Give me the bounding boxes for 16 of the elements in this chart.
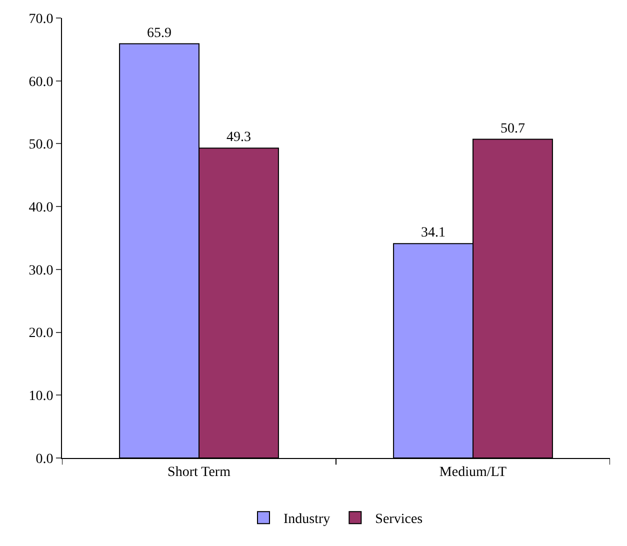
legend-label: Industry	[284, 512, 330, 528]
data-label: 50.7	[500, 121, 525, 136]
y-tick-label: 10.0	[28, 389, 54, 404]
y-tick-label: 70.0	[28, 12, 54, 27]
y-tick-label: 0.0	[36, 452, 54, 467]
y-tick-label: 50.0	[28, 138, 54, 153]
y-tick-label: 60.0	[28, 74, 54, 90]
data-label: 34.1	[421, 226, 446, 241]
y-tick-label: 20.0	[28, 326, 54, 342]
data-label: 49.3	[226, 130, 251, 146]
x-tick-label: Short Term	[168, 464, 231, 480]
y-tick-label: 40.0	[28, 200, 54, 216]
data-label: 65.9	[147, 26, 172, 41]
y-tick-label: 30.0	[28, 263, 54, 278]
x-tick-label: Medium/LT	[439, 464, 508, 480]
legend-label: Services	[375, 512, 423, 528]
